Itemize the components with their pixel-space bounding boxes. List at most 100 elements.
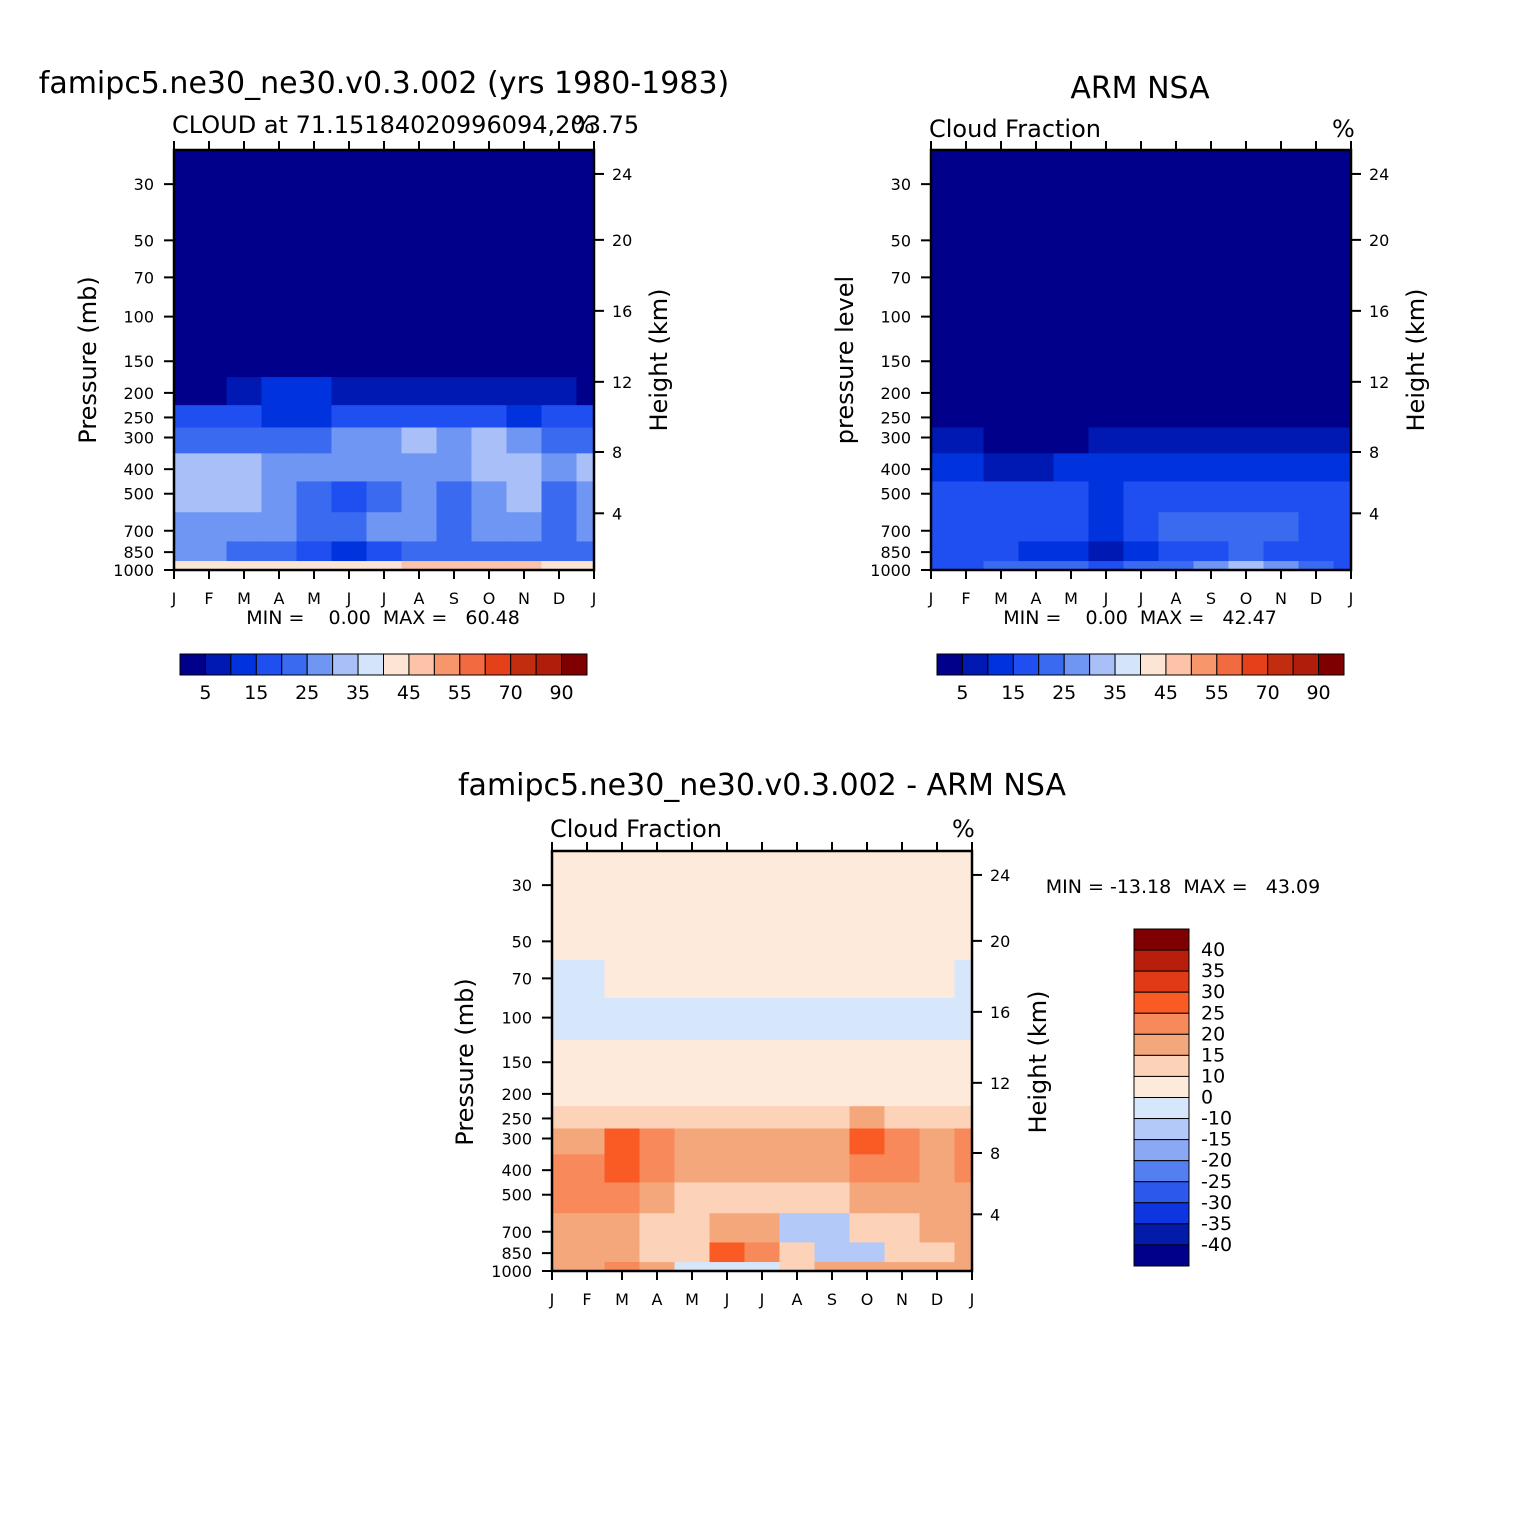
contour-cell [779, 1106, 816, 1130]
contour-cell [436, 453, 473, 483]
contour-cell [948, 405, 985, 429]
contour-cell [226, 481, 263, 513]
contour-cell [506, 405, 543, 429]
contour-cell [674, 851, 711, 914]
contour-cell [1053, 512, 1090, 543]
height-tick-label: 24 [990, 866, 1010, 885]
contour-cell [744, 1213, 781, 1244]
contour-cell [296, 258, 333, 298]
contour-cell [576, 150, 595, 213]
contour-cell [814, 1213, 851, 1244]
contour-cell [436, 481, 473, 513]
contour-cell [331, 405, 368, 429]
contour-cell [1018, 338, 1055, 378]
contour-cell [1053, 212, 1090, 260]
contour-cell [849, 959, 886, 999]
contour-cell [1123, 427, 1160, 454]
contour-cell [569, 1154, 606, 1184]
contour-cell [366, 377, 403, 406]
colorbar-swatch [1133, 1097, 1190, 1120]
height-tick-label: 8 [612, 443, 622, 462]
panel2-colorbar: 5 15 25 35 45 55 70 90 [936, 653, 1345, 704]
colorbar-swatch [961, 653, 989, 676]
contour-cell [919, 997, 956, 1041]
contour-cell [744, 1078, 781, 1107]
contour-cell [1123, 258, 1160, 298]
contour-cell [401, 296, 438, 340]
contour-cell [931, 427, 950, 454]
contour-cell [709, 851, 746, 914]
contour-cell [1053, 405, 1090, 429]
colorbar-swatch [987, 653, 1014, 676]
contour-cell [436, 338, 473, 378]
colorbar-swatch [1038, 653, 1065, 676]
contour-cell [366, 512, 403, 543]
height-tick-label: 24 [612, 165, 632, 184]
contour-cell [174, 296, 193, 340]
contour-cell [1333, 258, 1352, 298]
contour-cell [931, 541, 950, 562]
y-tick-label: 70 [134, 268, 154, 287]
contour-cell [779, 1078, 816, 1107]
x-tick-label: A [414, 589, 425, 608]
contour-cell [1088, 405, 1125, 429]
contour-cell [1298, 427, 1335, 454]
y-tick-label: 850 [501, 1244, 532, 1263]
contour-cell [436, 150, 473, 213]
panel2-subtitle-right: % [1332, 115, 1355, 143]
contour-cell [174, 453, 193, 483]
contour-cell [919, 1182, 956, 1214]
contour-cell [1018, 561, 1055, 571]
y-tick-label: 100 [123, 308, 154, 327]
colorbar-swatch [1133, 991, 1190, 1014]
contour-cell [541, 541, 578, 562]
x-tick-label: J [171, 589, 177, 608]
colorbar-swatch [179, 653, 206, 676]
contour-cell [779, 1262, 816, 1272]
panel3-subtitle-right: % [952, 815, 975, 843]
contour-cell [1333, 561, 1352, 571]
contour-cell [226, 296, 263, 340]
colorbar-swatch [1063, 653, 1091, 676]
contour-cell [884, 1128, 921, 1155]
y-tick-label: 500 [501, 1186, 532, 1205]
contour-cell [1193, 512, 1230, 543]
contour-cell [931, 512, 950, 543]
contour-cell [541, 338, 578, 378]
contour-cell [744, 1262, 781, 1272]
height-tick-label: 12 [1369, 373, 1389, 392]
height-tick-label: 20 [990, 932, 1010, 951]
contour-cell [1018, 512, 1055, 543]
y-tick-label: 50 [512, 932, 532, 951]
contour-cell [954, 851, 973, 914]
contour-cell [1158, 258, 1195, 298]
panel3-subtitle-left: Cloud Fraction [550, 815, 722, 843]
contour-cell [1088, 561, 1125, 571]
contour-cell [639, 1106, 676, 1130]
panel1-plot: J F M A M J J A S O N D J 30 50 70 100 150 200 250 300 400 500… [113, 141, 632, 608]
colorbar-label: 55 [1205, 682, 1229, 704]
contour-cell [884, 1078, 921, 1107]
y-tick-label: 30 [891, 175, 911, 194]
y-tick-label: 300 [123, 429, 154, 448]
contour-cell [674, 1039, 711, 1079]
contour-cell [639, 1154, 676, 1184]
colorbar-swatch [281, 653, 308, 676]
contour-cell [744, 851, 781, 914]
contour-cell [174, 150, 193, 213]
x-tick-label: O [483, 589, 496, 608]
contour-cell [919, 913, 956, 961]
panel1-ylabel: Pressure (mb) [74, 276, 102, 443]
colorbar-label: 25 [1201, 1002, 1225, 1024]
contour-cell [1263, 541, 1300, 562]
contour-cell [814, 913, 851, 961]
colorbar-swatch [204, 653, 232, 676]
contour-cell [1263, 377, 1300, 406]
contour-cell [1018, 453, 1055, 483]
contour-cell [674, 1078, 711, 1107]
colorbar-label: 25 [1052, 682, 1076, 704]
contour-cell [1193, 296, 1230, 340]
contour-cell [744, 1106, 781, 1130]
contour-cell [541, 453, 578, 483]
